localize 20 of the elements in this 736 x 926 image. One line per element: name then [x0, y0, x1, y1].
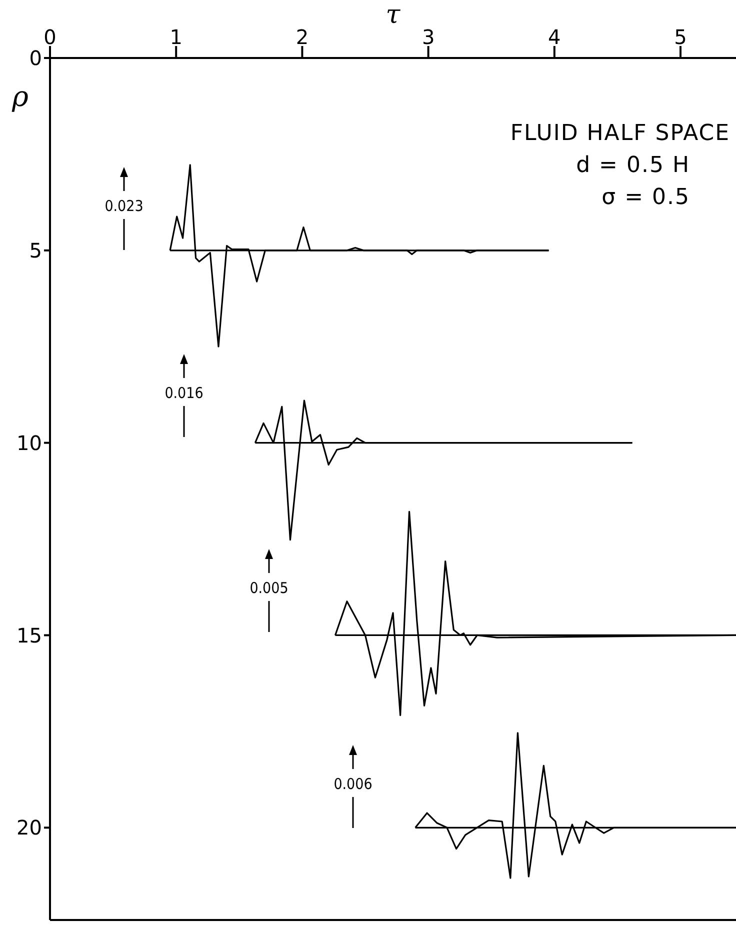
x-tick-label: 5: [674, 25, 687, 49]
y-tick-label: 10: [16, 430, 42, 455]
y-tick-label: 20: [16, 816, 42, 840]
x-tick-label: 4: [548, 25, 561, 49]
x-axis-title: τ: [384, 0, 402, 30]
annotation: d = 0.5 H: [575, 152, 691, 180]
x-tick-label: 3: [422, 25, 435, 49]
annotation: 0.016: [164, 384, 204, 402]
x-tick-label: 0: [44, 25, 56, 49]
annotation: 0.006: [334, 775, 372, 793]
annotation: σ = 0.5: [600, 184, 691, 212]
annotation: FLUID HALF SPACE: [510, 120, 730, 148]
x-tick-label: 2: [296, 25, 309, 49]
y-tick-label: 0: [29, 46, 42, 70]
y-tick-label: 15: [16, 623, 42, 648]
x-tick-label: 1: [170, 25, 182, 49]
y-axis-title: ρ: [12, 80, 28, 113]
annotation: 0.023: [104, 197, 144, 215]
annotation: 0.005: [250, 579, 288, 597]
y-tick-label: 5: [29, 238, 42, 263]
